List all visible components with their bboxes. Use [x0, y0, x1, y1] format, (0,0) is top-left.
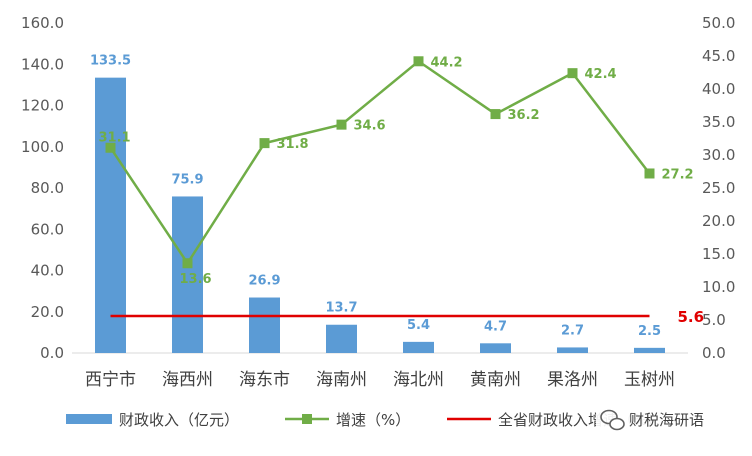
y-right-tick-label: 40.0: [702, 80, 735, 98]
bar: [403, 341, 434, 353]
axes: 0.0 20.0 40.0 60.0 80.0 100.0 120.0 140.0 160.0 0…: [21, 14, 735, 390]
y-left-tick-label: 80.0: [31, 179, 64, 197]
bar-data-label: 5.4: [407, 318, 430, 333]
growth-line: [109, 60, 651, 265]
legend: 财政收入（亿元） 增速（%） 全省财政收入增速（%）: [66, 411, 662, 429]
growth-point: [105, 142, 116, 153]
growth-data-label: 27.2: [662, 167, 694, 182]
legend-swatch-bar: [66, 414, 112, 424]
growth-data-label: 42.4: [585, 67, 617, 82]
x-category-label: 海东市: [239, 370, 290, 390]
growth-data-label: 34.6: [354, 119, 386, 134]
bar-data-label: 26.9: [248, 274, 280, 289]
growth-point: [567, 68, 578, 79]
bar-data-label: 13.7: [325, 301, 357, 316]
x-category-label: 海西州: [162, 370, 213, 390]
y-left-tick-label: 60.0: [31, 220, 64, 238]
x-category-label: 玉树州: [624, 370, 675, 390]
reference-data-label: 5.6: [678, 308, 705, 326]
y-right-tick-label: 30.0: [702, 146, 735, 164]
legend-swatch-line-marker: [302, 414, 312, 424]
watermark: 财税海研语: [596, 405, 752, 435]
y-right-tick-label: 25.0: [702, 179, 735, 197]
growth-data-label: 31.8: [277, 137, 309, 152]
growth-point: [413, 56, 424, 67]
y-right-tick-label: 50.0: [702, 14, 735, 32]
x-category-label: 西宁市: [85, 370, 136, 390]
y-left-tick-label: 20.0: [31, 303, 64, 321]
wechat-icon: [600, 409, 625, 431]
growth-data-label: 13.6: [180, 272, 212, 287]
watermark-text: 财税海研语: [629, 411, 704, 429]
data-labels: 133.5 75.9 26.9 13.7 5.4 4.7 2.7 2.5 5.6 31.1 13.6…: [90, 54, 704, 339]
y-left-tick-label: 120.0: [21, 97, 64, 115]
growth-point: [336, 119, 347, 130]
y-right-tick-label: 5.0: [702, 311, 726, 329]
bar-data-label: 75.9: [171, 172, 203, 187]
bar: [172, 196, 203, 353]
bar: [634, 347, 665, 353]
growth-data-label: 36.2: [508, 108, 540, 123]
y-left-tick-label: 160.0: [21, 14, 64, 32]
bar-data-label: 2.5: [638, 324, 661, 339]
y-right-tick-label: 10.0: [702, 278, 735, 296]
bar: [326, 324, 357, 353]
y-left-tick-label: 0.0: [40, 344, 64, 362]
x-category-label: 果洛州: [547, 370, 598, 390]
growth-point: [644, 168, 655, 179]
y-right-tick-label: 0.0: [702, 344, 726, 362]
x-category-label: 海北州: [393, 370, 444, 390]
y-left-tick-label: 40.0: [31, 262, 64, 280]
bar: [480, 343, 511, 353]
y-right-tick-label: 20.0: [702, 212, 735, 230]
legend-label-bar: 财政收入（亿元）: [119, 411, 239, 429]
y-right-tick-label: 35.0: [702, 113, 735, 131]
y-left-tick-label: 100.0: [21, 138, 64, 156]
growth-line-series: [105, 56, 655, 269]
y-left-tick-label: 140.0: [21, 55, 64, 73]
y-right-tick-label: 15.0: [702, 245, 735, 263]
growth-point: [490, 109, 501, 120]
y-right-tick-label: 45.0: [702, 47, 735, 65]
growth-data-label: 44.2: [431, 55, 463, 70]
bar-data-label: 133.5: [90, 54, 131, 69]
x-category-label: 黄南州: [470, 370, 521, 390]
growth-point: [259, 138, 270, 149]
bar: [557, 347, 588, 353]
bar-series: [95, 77, 665, 353]
legend-label-line: 增速（%）: [336, 411, 410, 429]
growth-data-label: 31.1: [99, 131, 131, 146]
bar-data-label: 2.7: [561, 323, 584, 338]
x-category-label: 海南州: [316, 370, 367, 390]
bar: [249, 297, 280, 353]
growth-point: [182, 258, 193, 269]
bar: [95, 77, 126, 353]
bar-data-label: 4.7: [484, 319, 507, 334]
